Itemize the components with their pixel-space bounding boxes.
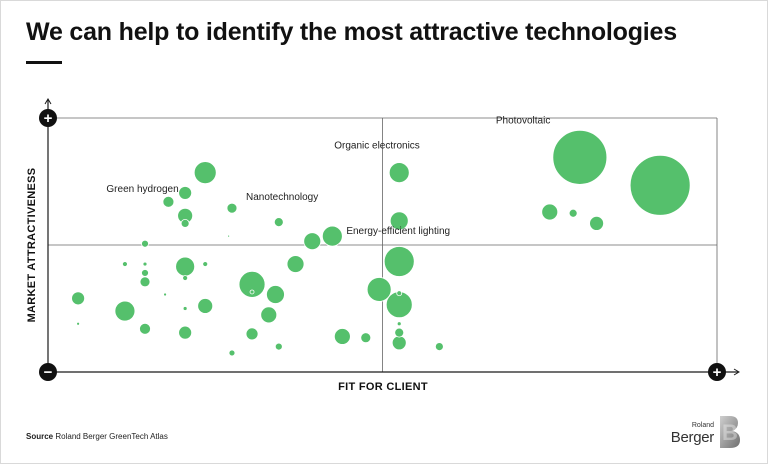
origin-minus-marker: [39, 363, 57, 381]
logo-b-mark: B: [720, 416, 740, 448]
bubbles: [71, 129, 691, 357]
y-axis-label: MARKET ATTRACTIVENESS: [26, 168, 38, 323]
data-bubble: [202, 261, 209, 267]
x-axis-arrow: [733, 368, 740, 376]
logo-mark-letter: B: [722, 420, 738, 445]
data-bubble: [245, 327, 259, 341]
bubble-label: Green hydrogen: [106, 184, 178, 195]
data-bubble: [197, 298, 214, 314]
data-bubble: [139, 322, 151, 335]
data-bubble: [541, 203, 559, 221]
data-bubble: [303, 232, 322, 251]
data-bubble: [178, 186, 193, 200]
data-bubble: [266, 285, 285, 304]
data-bubble: [434, 342, 444, 352]
data-bubble: [182, 306, 188, 311]
data-bubble: [162, 195, 175, 208]
title-underline: [26, 61, 62, 64]
data-bubble: [141, 269, 149, 277]
data-bubble: [568, 208, 578, 218]
data-bubble: [260, 306, 278, 324]
bubble-label: Organic electronics: [334, 141, 420, 152]
data-bubble: [391, 335, 407, 351]
page-title: We can help to identify the most attract…: [26, 18, 677, 46]
bubble-label: Photovoltaic: [496, 115, 550, 126]
data-bubble: [182, 275, 189, 281]
x-axis-plus-marker-symbol: +: [713, 364, 722, 381]
logo-line2: Berger: [670, 429, 715, 446]
data-bubble: [389, 211, 409, 231]
data-bubble: [629, 154, 691, 216]
data-bubble: [552, 129, 608, 185]
y-axis-plus-marker-symbol: +: [44, 110, 53, 127]
data-bubble: [193, 161, 217, 185]
data-bubble: [274, 342, 283, 351]
bubble-label: Nanotechnology: [246, 192, 318, 203]
axis-end-markers: + − +: [39, 109, 726, 381]
data-bubble: [163, 292, 167, 297]
y-axis-arrow: [44, 98, 52, 105]
roland-berger-logo: Roland Berger B: [662, 414, 742, 450]
data-bubble: [71, 291, 86, 306]
data-bubble: [249, 289, 255, 295]
data-bubble: [180, 219, 190, 228]
bubble-label: Energy-efficient lighting: [346, 226, 450, 237]
data-bubble: [360, 332, 372, 344]
y-axis-plus-marker: [39, 109, 57, 127]
origin-minus-marker-symbol: −: [44, 364, 53, 381]
data-bubble: [141, 239, 149, 248]
data-bubble: [333, 328, 351, 345]
logo-line1: Roland: [691, 422, 714, 429]
data-bubble: [228, 349, 236, 357]
data-bubble: [226, 202, 238, 214]
data-bubble: [142, 261, 148, 267]
data-bubble: [175, 256, 196, 277]
data-bubble: [321, 225, 343, 247]
data-bubble: [178, 325, 193, 340]
data-bubble: [238, 270, 266, 298]
x-axis-plus-marker: [708, 363, 726, 381]
data-bubble: [114, 300, 136, 322]
data-bubble: [366, 277, 392, 302]
data-bubble: [589, 216, 604, 231]
data-bubble: [139, 276, 151, 288]
data-bubble: [396, 321, 402, 327]
data-bubble: [388, 162, 410, 184]
data-bubble: [394, 327, 405, 338]
data-bubble: [286, 255, 305, 273]
source-label: Source: [26, 432, 54, 441]
source-note: Source Roland Berger GreenTech Atlas: [26, 432, 168, 441]
data-bubble: [383, 246, 415, 277]
data-bubble: [396, 290, 403, 297]
data-bubble: [273, 217, 284, 228]
axes: [44, 98, 740, 376]
data-bubble: [122, 261, 128, 267]
x-axis-label: FIT FOR CLIENT: [338, 381, 428, 393]
data-bubble: [76, 321, 81, 326]
bubble-labels: Photovoltaic Organic electronics Energy-ef…: [106, 115, 550, 237]
data-bubble: [227, 234, 231, 238]
source-text: Roland Berger GreenTech Atlas: [55, 432, 168, 441]
